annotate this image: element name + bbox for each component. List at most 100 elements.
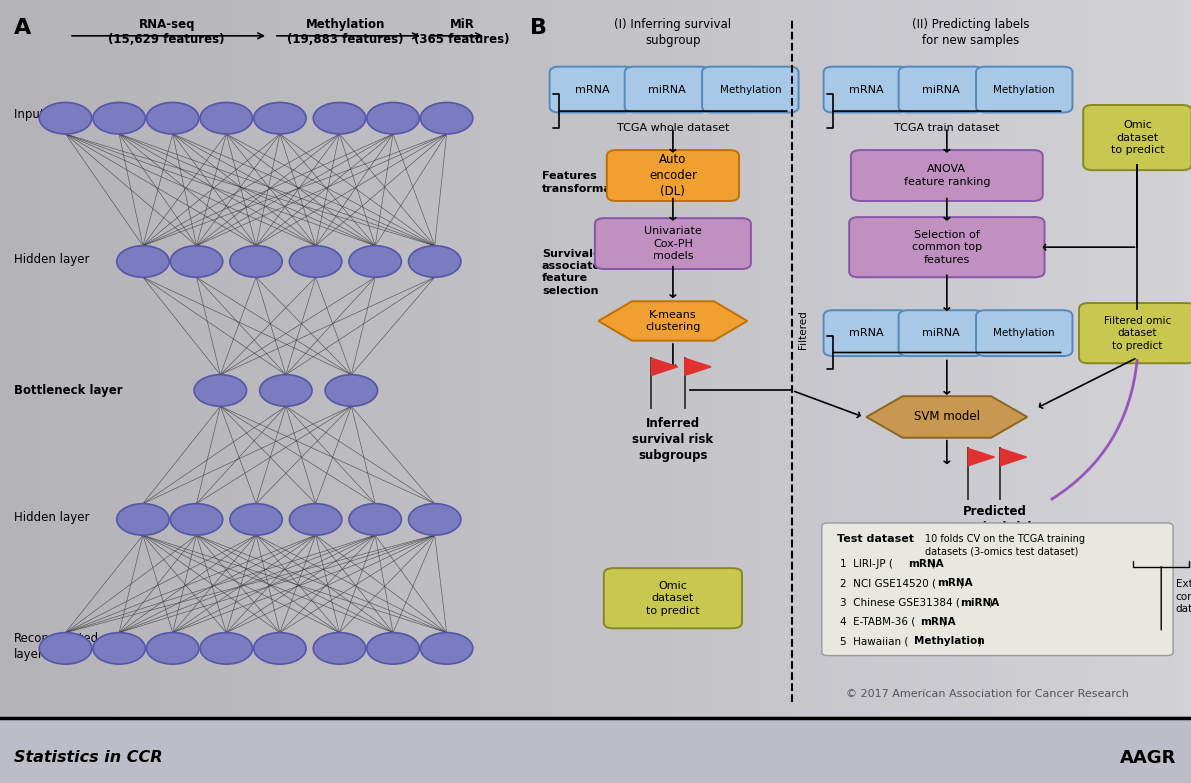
Circle shape: [39, 103, 92, 134]
Bar: [357, 0, 378, 716]
Circle shape: [420, 633, 473, 664]
Text: 10 folds CV on the TCGA training
datasets (3-omics test dataset): 10 folds CV on the TCGA training dataset…: [925, 534, 1085, 556]
Bar: [298, 0, 318, 716]
Bar: [973, 0, 992, 716]
Bar: [754, 0, 774, 716]
Circle shape: [146, 103, 199, 134]
Circle shape: [170, 503, 223, 536]
Text: mRNA: mRNA: [848, 85, 884, 95]
Text: mRNA: mRNA: [848, 328, 884, 338]
FancyBboxPatch shape: [898, 67, 984, 113]
Text: Methylation: Methylation: [993, 328, 1055, 338]
Bar: [575, 0, 596, 716]
Text: miRNA: miRNA: [960, 597, 999, 608]
Bar: [1072, 0, 1092, 716]
Text: ): ): [989, 597, 992, 608]
Text: K-means
clustering: K-means clustering: [646, 310, 700, 332]
Text: ): ): [942, 617, 947, 627]
Text: Methylation: Methylation: [719, 85, 781, 95]
Bar: [39, 0, 60, 716]
Circle shape: [289, 503, 342, 536]
Polygon shape: [685, 359, 711, 375]
Text: B: B: [530, 18, 547, 38]
FancyBboxPatch shape: [604, 568, 742, 628]
Bar: [1033, 0, 1052, 716]
Text: Inferred
survival risk
subgroups: Inferred survival risk subgroups: [632, 417, 713, 462]
Circle shape: [325, 375, 378, 406]
Bar: [60, 0, 80, 716]
Text: TCGA train dataset: TCGA train dataset: [894, 123, 999, 133]
Text: mRNA: mRNA: [937, 578, 973, 588]
Bar: [218, 0, 238, 716]
Text: (II) Predicting labels
for new samples: (II) Predicting labels for new samples: [912, 18, 1029, 47]
Text: Auto
encoder
(DL): Auto encoder (DL): [649, 153, 697, 198]
Text: Filtered: Filtered: [798, 310, 807, 349]
Bar: [99, 0, 119, 716]
Text: © 2017 American Association for Cancer Research: © 2017 American Association for Cancer R…: [846, 688, 1129, 698]
Text: miRNA: miRNA: [922, 85, 960, 95]
Bar: [417, 0, 437, 716]
Bar: [1052, 0, 1072, 716]
Circle shape: [420, 103, 473, 134]
FancyBboxPatch shape: [977, 67, 1072, 113]
Bar: [813, 0, 834, 716]
Bar: [854, 0, 873, 716]
FancyBboxPatch shape: [824, 310, 909, 356]
Bar: [238, 0, 258, 716]
FancyBboxPatch shape: [849, 217, 1045, 277]
Circle shape: [117, 246, 169, 277]
Text: Reconstructed
layer: Reconstructed layer: [14, 632, 99, 661]
Bar: [158, 0, 179, 716]
Bar: [794, 0, 813, 716]
FancyArrowPatch shape: [1052, 360, 1137, 500]
Circle shape: [93, 103, 145, 134]
Bar: [1171, 0, 1191, 716]
Circle shape: [260, 375, 312, 406]
Bar: [397, 0, 417, 716]
Bar: [873, 0, 893, 716]
Circle shape: [117, 503, 169, 536]
Bar: [616, 0, 635, 716]
Bar: [992, 0, 1012, 716]
Text: Omic
dataset
to predict: Omic dataset to predict: [646, 581, 700, 615]
Text: mRNA: mRNA: [909, 559, 944, 568]
Text: (I) Inferring survival
subgroup: (I) Inferring survival subgroup: [615, 18, 731, 47]
Text: Methylation
(19,883 features): Methylation (19,883 features): [287, 18, 404, 46]
Circle shape: [349, 246, 401, 277]
Circle shape: [254, 103, 306, 134]
FancyBboxPatch shape: [824, 67, 909, 113]
Bar: [953, 0, 973, 716]
Circle shape: [194, 375, 247, 406]
Text: miRNA: miRNA: [648, 85, 686, 95]
Circle shape: [230, 503, 282, 536]
Text: 2  NCI GSE14520 (: 2 NCI GSE14520 (: [840, 578, 936, 588]
Text: 5  Hawaiian (: 5 Hawaiian (: [840, 637, 908, 646]
Bar: [694, 0, 715, 716]
Text: Univariate
Cox-PH
models: Univariate Cox-PH models: [644, 226, 701, 261]
Polygon shape: [968, 449, 994, 466]
Bar: [497, 0, 516, 716]
Bar: [933, 0, 953, 716]
Text: ): ): [977, 637, 981, 646]
Circle shape: [289, 246, 342, 277]
Text: MiR
(365 features): MiR (365 features): [414, 18, 510, 46]
Text: External
confirmation
dataset: External confirmation dataset: [1176, 579, 1191, 614]
Text: 1  LIRI-JP (: 1 LIRI-JP (: [840, 559, 892, 568]
Bar: [1111, 0, 1131, 716]
Bar: [258, 0, 278, 716]
Text: 4  E-TABM-36 (: 4 E-TABM-36 (: [840, 617, 915, 627]
Text: Features
transformation: Features transformation: [542, 171, 636, 194]
FancyBboxPatch shape: [977, 310, 1072, 356]
Bar: [675, 0, 694, 716]
Bar: [139, 0, 158, 716]
Bar: [715, 0, 735, 716]
FancyBboxPatch shape: [596, 218, 750, 269]
Bar: [1012, 0, 1033, 716]
Bar: [596, 0, 616, 716]
Bar: [318, 0, 337, 716]
Text: Statistics in CCR: Statistics in CCR: [14, 750, 163, 765]
Text: SVM model: SVM model: [913, 410, 980, 424]
Circle shape: [367, 633, 419, 664]
Bar: [774, 0, 794, 716]
Text: Selection of
common top
features: Selection of common top features: [912, 229, 981, 265]
